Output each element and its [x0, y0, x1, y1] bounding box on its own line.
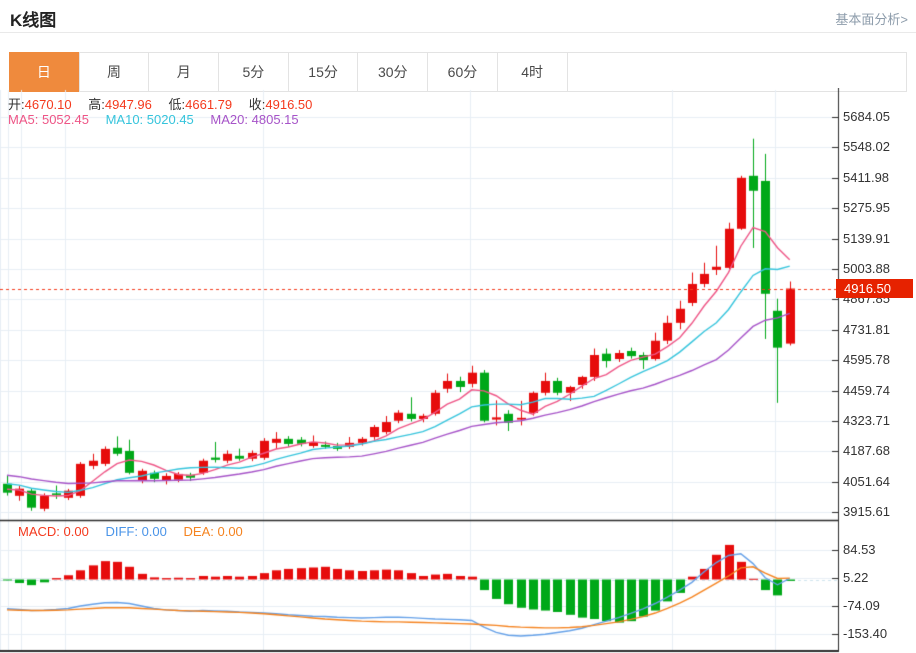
- tabbar-filler: [568, 53, 907, 91]
- tab-30min[interactable]: 30分: [358, 53, 429, 91]
- price-axis-tick: 5003.88: [843, 261, 890, 276]
- macd-legend: MACD: 0.00 DIFF: 0.00 DEA: 0.00: [18, 524, 243, 539]
- price-axis-tick: 4051.64: [843, 473, 890, 489]
- price-axis-tick: 4459.74: [843, 382, 890, 398]
- price-axis-tick: 4595.78: [843, 352, 890, 368]
- macd-axis-tick: -74.09: [843, 597, 880, 613]
- price-axis-tick: 5139.91: [843, 230, 890, 246]
- tab-5min[interactable]: 5分: [219, 53, 289, 91]
- tab-4hour[interactable]: 4时: [498, 53, 568, 91]
- price-axis-tick: 4323.71: [843, 413, 890, 428]
- tab-monthly[interactable]: 月: [149, 53, 220, 91]
- price-axis-tick: 5411.98: [843, 169, 890, 185]
- page-title: K线图: [10, 11, 57, 30]
- price-axis-tick: 3915.61: [843, 504, 890, 520]
- ma-legend: MA5: 5052.45 MA10: 5020.45 MA20: 4805.15: [8, 112, 299, 127]
- price-axis-tick: 5684.05: [843, 109, 890, 124]
- tab-15min[interactable]: 15分: [289, 53, 359, 91]
- page-header: K线图 基本面分析>: [0, 0, 916, 33]
- macd-axis-tick: 84.53: [843, 541, 876, 557]
- macd-axis-tick: 5.22: [843, 569, 869, 585]
- ohlc-legend: 开:4670.10 高:4947.96 低:4661.79 收:4916.50: [8, 97, 313, 112]
- kline-chart-canvas[interactable]: [0, 88, 916, 653]
- fundamental-analysis-link[interactable]: 基本面分析>: [835, 12, 908, 27]
- tab-daily[interactable]: 日: [9, 52, 80, 92]
- price-axis-tick: 4731.81: [843, 321, 890, 337]
- tab-60min[interactable]: 60分: [428, 53, 498, 91]
- kline-chart-region: 开:4670.10 高:4947.96 低:4661.79 收:4916.50 …: [0, 88, 916, 653]
- price-axis-tick: 5275.95: [843, 200, 890, 216]
- price-axis-tick: 4187.68: [843, 443, 890, 459]
- current-price-badge: 4916.50: [836, 279, 913, 299]
- timeframe-tabbar: 日 周 月 5分 15分 30分 60分 4时: [9, 52, 907, 92]
- tab-weekly[interactable]: 周: [80, 53, 150, 91]
- price-axis-tick: 5548.02: [843, 139, 890, 155]
- macd-axis-tick: -153.40: [843, 625, 888, 641]
